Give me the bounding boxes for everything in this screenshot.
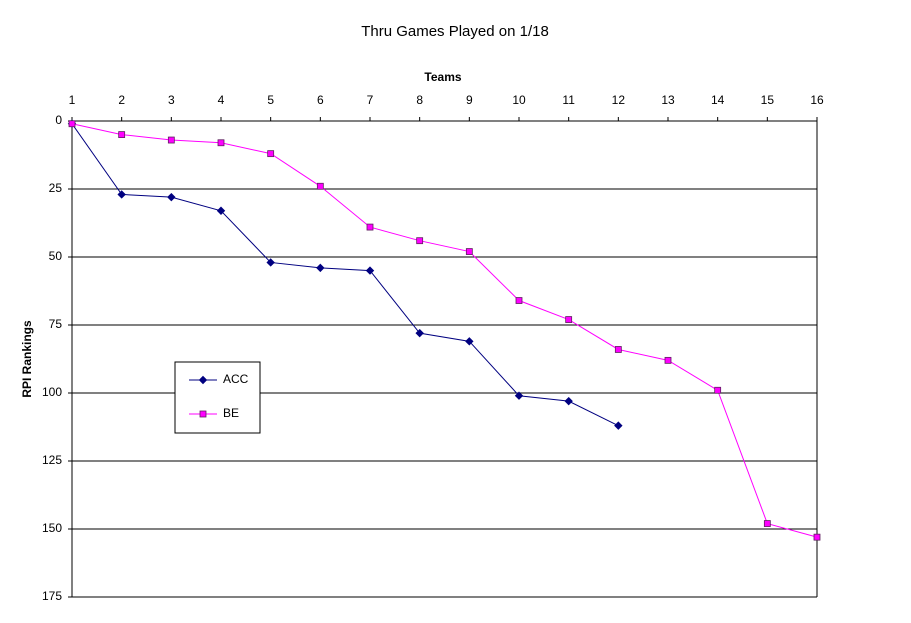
marker <box>565 316 573 323</box>
marker <box>267 150 275 158</box>
legend-box <box>174 361 261 434</box>
y-tick-label: 50 <box>49 249 63 263</box>
marker <box>117 190 126 199</box>
x-tick-label: 10 <box>512 93 526 107</box>
x-tick-label: 8 <box>416 93 423 107</box>
marker <box>366 223 374 231</box>
marker <box>216 206 226 215</box>
marker <box>316 182 324 190</box>
y-tick-label: 125 <box>42 453 62 467</box>
marker <box>465 337 474 346</box>
marker <box>763 520 771 527</box>
marker <box>217 139 225 147</box>
x-tick-label: 13 <box>661 93 675 107</box>
marker <box>514 391 524 400</box>
x-tick-label: 3 <box>168 93 175 107</box>
marker <box>465 248 473 255</box>
y-tick-label: 0 <box>55 113 62 127</box>
x-tick-label: 12 <box>612 93 626 107</box>
x-tick-label: 15 <box>761 93 775 107</box>
marker <box>167 192 176 202</box>
x-tick-label: 11 <box>562 93 575 107</box>
marker <box>813 533 821 541</box>
y-tick-label: 100 <box>42 385 62 399</box>
marker <box>167 136 175 144</box>
marker <box>614 346 622 353</box>
y-tick-label: 25 <box>49 181 63 195</box>
chart-title: Thru Games Played on 1/18 <box>361 23 549 40</box>
x-tick-label: 2 <box>118 93 125 107</box>
x-tick-label: 5 <box>267 93 274 107</box>
x-tick-label: 9 <box>466 93 473 107</box>
legend-label: BE <box>223 406 239 420</box>
y-tick-label: 175 <box>42 589 62 603</box>
marker <box>316 263 325 273</box>
x-tick-label: 16 <box>810 93 824 107</box>
marker <box>415 328 424 338</box>
x-tick-label: 1 <box>69 93 76 107</box>
y-tick-label: 75 <box>49 317 63 331</box>
marker <box>365 266 375 275</box>
legend-marker <box>198 375 208 385</box>
legend-label: ACC <box>223 372 249 386</box>
marker <box>515 297 523 304</box>
marker <box>416 237 424 245</box>
marker <box>664 356 672 364</box>
marker <box>118 131 126 139</box>
marker <box>714 386 722 394</box>
series-line <box>71 123 818 538</box>
legend: ACC BE <box>174 361 261 434</box>
marker <box>614 421 623 430</box>
marker <box>266 258 275 267</box>
marker <box>564 396 573 406</box>
x-axis-label: Teams <box>424 70 461 84</box>
marker <box>68 120 76 128</box>
series-line <box>71 123 619 427</box>
y-tick-label: 150 <box>42 521 62 535</box>
x-tick-label: 7 <box>367 93 374 107</box>
x-tick-label: 6 <box>317 93 324 107</box>
x-tick-label: 4 <box>218 93 225 107</box>
y-axis-label: RPI Rankings <box>20 320 34 398</box>
x-tick-label: 14 <box>711 93 725 107</box>
legend-marker <box>199 410 207 418</box>
